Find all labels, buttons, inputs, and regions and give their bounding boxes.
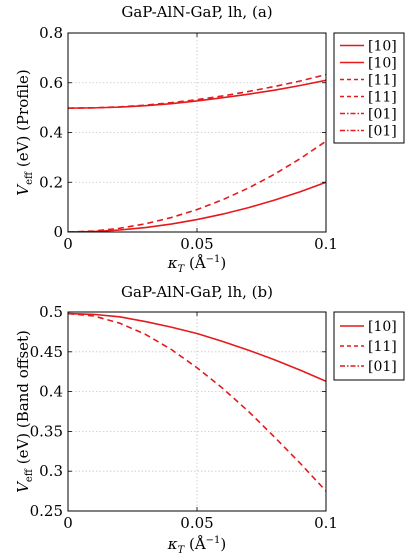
legend-box	[333, 32, 405, 144]
y-tick-label: 0.2	[39, 173, 63, 191]
y-tick-label: 0.5	[39, 303, 63, 321]
x-tick-label: 0.1	[314, 235, 338, 253]
y-tick-label: 0.35	[30, 422, 63, 440]
legend-label: [11]	[368, 90, 397, 106]
chart-panel-a: GaP-AlN-GaP, lh, (a) 0 0.05 0.1 0 0.2 0.4 0.6 0.…	[14, 3, 405, 275]
series-group	[68, 312, 326, 492]
legend-label: [01]	[368, 107, 397, 123]
series-line-solid-1	[68, 181, 326, 232]
legend: [10] [11] [01]	[333, 311, 405, 381]
series-line-solid-0	[68, 312, 326, 382]
legend-label: [01]	[368, 359, 397, 375]
y-tick-label: 0.4	[39, 124, 63, 142]
y-tick-label: 0.8	[39, 24, 63, 42]
legend: [10][10][11][11][01][01]	[333, 32, 405, 144]
series-line-dashed-3	[68, 140, 326, 232]
y-tick-label: 0.3	[39, 462, 63, 480]
legend-label: [11]	[368, 339, 397, 355]
legend-label: [01]	[368, 124, 397, 140]
series-line-dashed-2	[68, 73, 326, 109]
series-line-dashed-1	[68, 312, 326, 492]
y-tick-label: 0.6	[39, 74, 63, 92]
x-tick-label: 0	[63, 235, 73, 253]
legend-label: [11]	[368, 73, 397, 89]
y-tick-label: 0	[53, 223, 63, 241]
y-tick-label: 0.45	[30, 343, 63, 361]
legend-label: [10]	[368, 319, 397, 335]
x-tick-label: 0.05	[180, 235, 213, 253]
legend-label: [10]	[368, 56, 397, 72]
x-tick-label: 0.05	[180, 514, 213, 532]
chart-title: GaP-AlN-GaP, lh, (b)	[121, 283, 273, 301]
chart-panel-b: GaP-AlN-GaP, lh, (b) 0 0.05 0.1 0.25 0.3 0.35 0…	[14, 283, 405, 554]
x-tick-label: 0	[63, 514, 73, 532]
legend-box	[333, 311, 405, 381]
y-axis-label: Veff (eV) (Profile)	[14, 69, 35, 196]
chart-title: GaP-AlN-GaP, lh, (a)	[121, 3, 272, 21]
legend-label: [10]	[368, 39, 397, 55]
y-axis-label: Veff (eV) (Band offset)	[14, 330, 35, 493]
y-tick-label: 0.4	[39, 383, 63, 401]
x-axis-label: κT (Å−1)	[167, 535, 227, 554]
y-tick-label: 0.25	[30, 502, 63, 520]
x-tick-label: 0.1	[314, 514, 338, 532]
x-axis-label: κT (Å−1)	[167, 254, 227, 275]
series-group	[68, 73, 326, 232]
